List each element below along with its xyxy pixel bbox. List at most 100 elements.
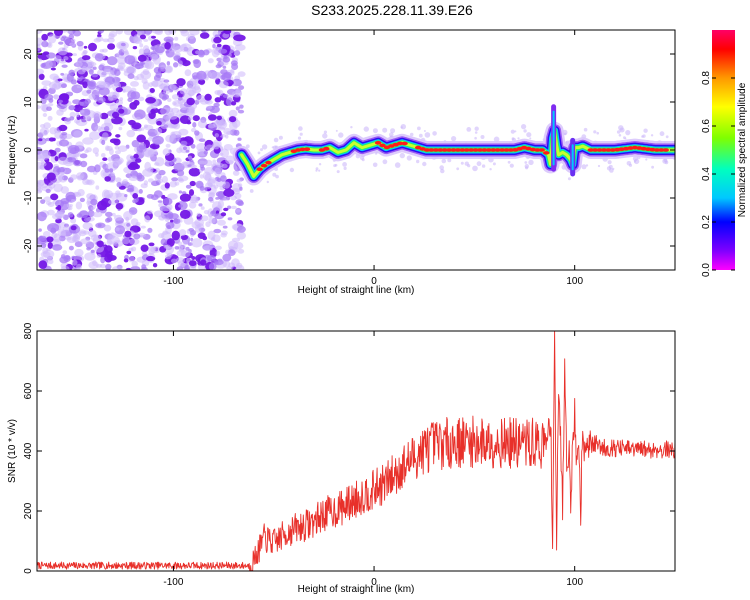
spectrogram-noise-blob: [135, 116, 141, 120]
spectrogram-faint-point: [323, 130, 327, 134]
spectrogram-faint-point: [659, 131, 665, 137]
spectrogram-noise-blob: [181, 60, 191, 67]
spectrogram-noise-blob: [192, 59, 200, 65]
spectrogram-noise-blob: [187, 116, 194, 121]
spectrogram-noise-blob: [189, 77, 201, 86]
spectrogram-noise-blob: [153, 190, 163, 198]
spectrogram-noise-blob: [108, 33, 115, 40]
spectrogram-noise-blob: [185, 184, 192, 189]
spectrogram-noise-blob: [132, 193, 139, 199]
spectrogram-noise-blob: [75, 201, 83, 210]
spectrogram-noise-blob: [79, 153, 88, 159]
spectrogram-noise-blob: [49, 127, 57, 135]
spectrogram-noise-blob: [165, 134, 175, 143]
spectrogram-noise-blob: [73, 130, 82, 138]
spectrogram-noise-blob: [118, 108, 125, 114]
spectrogram-noise-blob: [103, 190, 114, 199]
spectrogram-noise-blob: [124, 230, 132, 238]
spectrogram-noise-blob: [96, 254, 102, 258]
spectrogram-noise-blob: [102, 157, 108, 161]
spectrogram-noise-blob: [162, 197, 173, 205]
spectrogram-noise-blob: [217, 191, 225, 200]
spectrogram-noise-blob: [220, 232, 227, 238]
spectrogram-noise-blob: [174, 246, 180, 250]
spectrogram-noise-blob: [95, 152, 99, 157]
spectrogram-noise-blob: [39, 127, 50, 135]
spectrogram-noise-blob: [57, 78, 63, 82]
spectrogram-noise-blob: [179, 115, 191, 124]
spectrogram-faint-point: [399, 152, 405, 159]
spectrogram-noise-blob: [65, 118, 71, 122]
spectrogram-faint-point: [338, 132, 344, 138]
spectrogram-noise-blob: [235, 209, 241, 213]
spectrogram-noise-blob: [169, 181, 177, 188]
spectrogram-noise-blob: [53, 233, 61, 243]
spectrogram-noise-blob: [94, 125, 103, 131]
spectrogram-ylabel: Frequency (Hz): [7, 116, 18, 185]
spectrogram-faint-point: [528, 159, 534, 166]
spectrogram-noise-blob: [150, 108, 156, 115]
spectrogram-noise-blob: [41, 33, 49, 41]
spectrogram-noise-blob: [97, 200, 108, 211]
spectrogram-noise-blob: [130, 91, 141, 100]
spectrogram-noise-blob: [155, 71, 163, 78]
spectrogram-noise-blob: [149, 88, 155, 93]
spectrogram-noise-blob: [237, 200, 244, 206]
spectrogram-faint-point: [382, 127, 388, 133]
spectrogram-noise-blob: [79, 197, 85, 203]
spectrogram-faint-point: [418, 133, 423, 138]
spectrogram-noise-blob: [216, 177, 222, 182]
spectrogram-faint-point: [394, 162, 401, 168]
spectrogram-noise-blob: [38, 260, 48, 269]
spectrogram-noise-blob: [115, 192, 122, 198]
spectrogram-noise-blob: [45, 59, 57, 69]
spectrogram-noise-blob: [213, 102, 220, 108]
spectrogram-noise-blob: [94, 164, 101, 173]
spectrogram-noise-blob: [106, 235, 120, 245]
spectrogram-noise-blob: [63, 36, 71, 44]
spectrogram-noise-blob: [176, 147, 183, 154]
spectrogram-faint-point: [424, 132, 431, 138]
spectrogram-ridge-peak: [428, 148, 435, 152]
spectrogram-noise-blob: [108, 199, 119, 205]
spectrogram-faint-point: [390, 128, 396, 134]
spectrogram-noise-blob: [76, 85, 82, 89]
spectrogram-noise-blob: [67, 157, 73, 161]
spectrogram-faint-point: [336, 170, 340, 174]
spectrogram-ridge-peak: [658, 148, 665, 152]
spectrogram-faint-point: [474, 136, 477, 140]
spectrogram-noise-blob: [190, 196, 198, 202]
snr-xtick-label: 100: [566, 577, 583, 588]
spectrogram-noise-blob: [192, 115, 200, 122]
spectrogram-noise-blob: [173, 218, 181, 225]
spectrogram-noise-blob: [60, 265, 70, 270]
spectrogram-noise-blob: [128, 256, 136, 263]
spectrogram-noise-blob: [92, 111, 102, 120]
spectrogram-faint-point: [645, 158, 648, 161]
spectrogram-noise-blob: [217, 199, 224, 209]
spectrogram-noise-blob: [232, 170, 240, 176]
spectrogram-noise-blob: [188, 228, 194, 232]
spectrogram-faint-point: [467, 164, 471, 168]
spectrogram-noise-blob: [190, 143, 196, 149]
spectrogram-ridge-peak: [476, 148, 484, 152]
spectrogram-noise-blob: [82, 222, 93, 230]
spectrogram-noise-blob: [154, 46, 165, 54]
spectrogram-faint-point: [466, 126, 472, 132]
spectrogram-noise-blob: [131, 260, 138, 268]
spectrogram-noise-blob: [58, 99, 63, 103]
spectrogram-noise-blob: [237, 71, 246, 77]
spectrogram-noise-blob: [84, 149, 89, 154]
spectrogram-noise-blob: [125, 267, 132, 270]
spectrogram-noise-blob: [60, 230, 67, 237]
spectrogram-noise-blob: [69, 111, 76, 118]
spectrogram-noise-blob: [197, 50, 205, 58]
spectrogram-noise-blob: [92, 66, 97, 70]
spectrogram-noise-blob: [134, 63, 144, 69]
spectrogram-noise-blob: [91, 73, 98, 78]
spectrogram-noise-blob: [57, 175, 65, 181]
spectrogram-noise-blob: [227, 217, 233, 221]
spectrogram-noise-blob: [188, 260, 197, 267]
